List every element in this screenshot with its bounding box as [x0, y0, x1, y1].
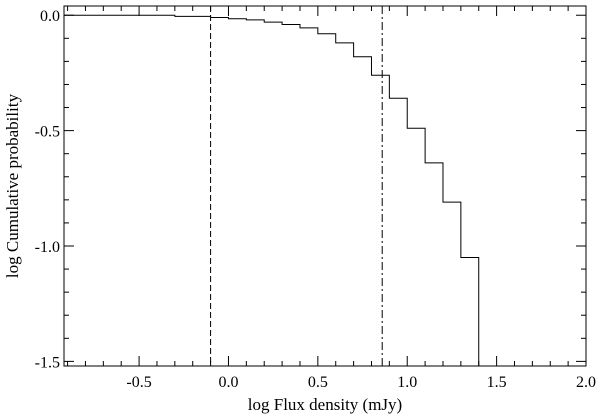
x-tick-label: 2.0: [576, 374, 596, 391]
axis-tick-labels: -0.5 0.0 0.5 1.0 1.5 2.0 0.0 -0.5 -1.0 -1.5: [35, 8, 596, 391]
x-tick-label: -0.5: [126, 374, 151, 391]
x-tick-label: 0.5: [308, 374, 328, 391]
y-axis-label: log Cumulative probability: [3, 93, 22, 278]
reference-lines: [210, 6, 383, 366]
y-tick-label: -1.0: [35, 239, 60, 256]
x-tick-label: 1.5: [487, 374, 507, 391]
y-tick-label: -0.5: [35, 124, 60, 141]
x-axis-label: log Flux density (mJy): [248, 395, 402, 414]
axis-ticks: [64, 6, 587, 366]
x-tick-label: 1.0: [397, 374, 417, 391]
x-tick-label: 0.0: [218, 374, 238, 391]
cumulative-step-line: [64, 14, 480, 366]
y-tick-label: -1.5: [35, 354, 60, 371]
y-tick-label: 0.0: [40, 8, 60, 25]
plot-frame: [63, 5, 587, 367]
